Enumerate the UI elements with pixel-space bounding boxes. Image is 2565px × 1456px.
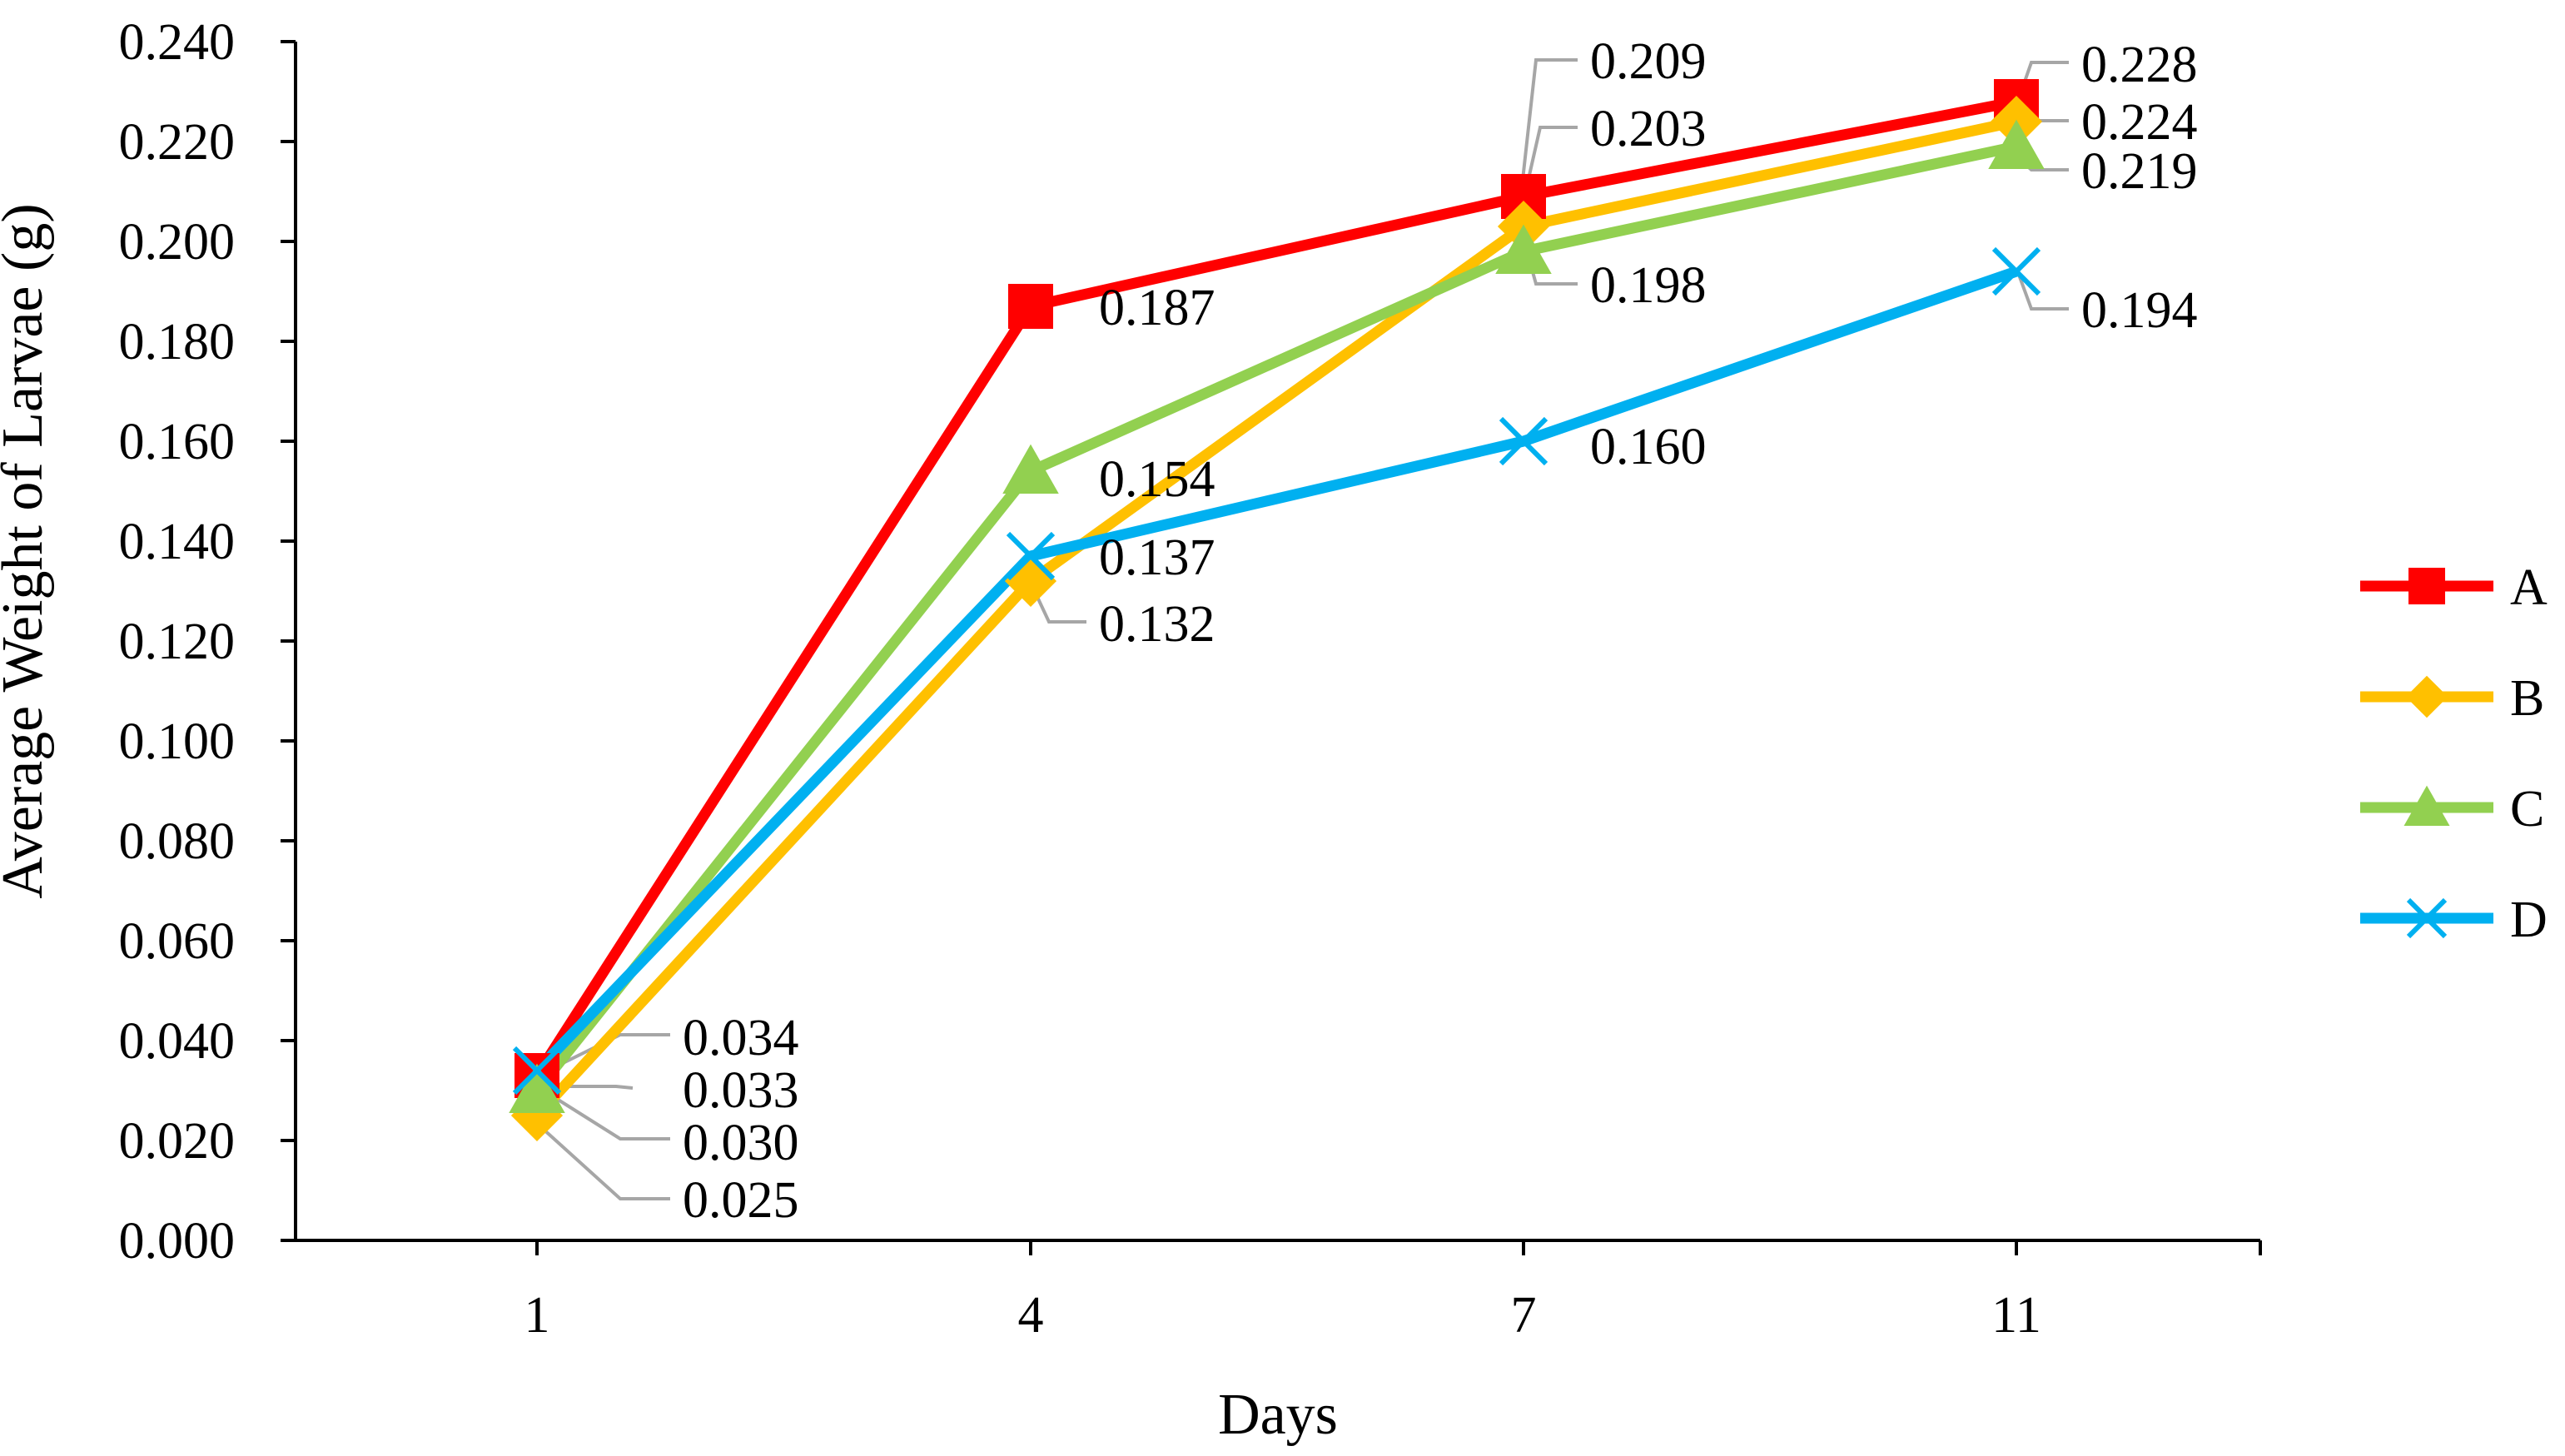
y-tick-label: 0.000 <box>119 1213 236 1270</box>
marker-stroke <box>2406 897 2448 939</box>
data-label-c-4: 0.154 <box>1099 451 1215 508</box>
legend-marker <box>2408 568 2445 604</box>
data-point-c-11 <box>1988 119 2045 169</box>
y-axis-title: Average Weight of Larvae (g) <box>0 203 55 898</box>
data-label-d-4: 0.137 <box>1099 529 1215 586</box>
data-point-c-1 <box>509 1063 565 1113</box>
y-tick-label: 0.080 <box>119 813 236 870</box>
legend-item-b: B <box>2360 670 2544 727</box>
legend-marker <box>2405 675 2448 718</box>
y-tick-label: 0.180 <box>119 314 236 370</box>
y-tick-label: 0.240 <box>119 14 236 71</box>
y-tick-label: 0.140 <box>119 514 236 570</box>
marker-stroke <box>1991 246 2041 296</box>
legend-label: B <box>2510 670 2544 727</box>
series-markers <box>509 79 2045 1142</box>
data-label-a-1: 0.033 <box>683 1062 799 1119</box>
series-line-c <box>532 141 2018 1095</box>
x-tick-label: 7 <box>1511 1287 1537 1344</box>
label-leader-line <box>1520 58 1578 188</box>
y-tick-label: 0.200 <box>119 214 236 271</box>
marker-stroke <box>512 1046 562 1096</box>
legend-item-c: C <box>2360 781 2544 837</box>
data-label-b-1: 0.025 <box>683 1172 799 1229</box>
y-tick-label: 0.060 <box>119 913 236 970</box>
data-point-c-4 <box>1002 444 1059 494</box>
data-point-b-1 <box>510 1089 564 1142</box>
legend-item-d: D <box>2360 892 2548 948</box>
data-label-a-4: 0.187 <box>1099 280 1215 336</box>
y-tick-label: 0.220 <box>119 114 236 171</box>
y-tick-label: 0.020 <box>119 1113 236 1170</box>
data-label-c-11: 0.219 <box>2081 143 2198 200</box>
legend-label: A <box>2510 559 2548 616</box>
label-leader-line <box>2017 274 2069 311</box>
legend-item-a: A <box>2360 559 2548 616</box>
marker-stroke <box>1006 531 1056 581</box>
data-point-d-7 <box>1499 416 1548 466</box>
series-line-d <box>533 266 2019 1075</box>
axes: 0.000 0.020 0.040 0.060 0.080 0.100 0.120 0.140… <box>119 14 2262 1344</box>
x-tick-label: 4 <box>1018 1287 1044 1344</box>
data-point-c-7 <box>1495 224 1552 274</box>
y-tick-label: 0.160 <box>119 414 236 470</box>
data-point-a-4 <box>1008 284 1053 329</box>
y-tick-label: 0.040 <box>119 1013 236 1070</box>
data-label-a-11: 0.228 <box>2081 37 2198 93</box>
legend-label: C <box>2510 781 2544 837</box>
x-tick-label: 11 <box>1991 1287 2041 1344</box>
legend-marker <box>2406 897 2448 939</box>
data-point-d-1 <box>512 1046 562 1096</box>
data-label-d-7: 0.160 <box>1590 419 1707 475</box>
data-label-b-7: 0.203 <box>1590 101 1707 157</box>
data-point-d-4 <box>1006 531 1056 581</box>
series-lines <box>532 96 2019 1120</box>
data-point-d-11 <box>1991 246 2041 296</box>
series-line-a <box>532 96 2018 1079</box>
legend-marker <box>2403 785 2450 826</box>
data-label-c-7: 0.198 <box>1590 257 1707 314</box>
data-label-a-7: 0.209 <box>1590 33 1707 90</box>
y-tick-label: 0.100 <box>119 713 236 770</box>
label-leader-line <box>531 1118 670 1200</box>
data-label-b-4: 0.132 <box>1099 596 1215 653</box>
data-label-d-11: 0.194 <box>2081 282 2198 339</box>
data-labels: 0.033 0.187 0.209 0.228 0.025 0.132 0.203 0.224… <box>683 33 2198 1229</box>
data-label-b-11: 0.224 <box>2081 94 2198 151</box>
legend-label: D <box>2510 892 2548 948</box>
x-axis-title: Days <box>1218 1383 1338 1447</box>
x-tick-label: 1 <box>524 1287 550 1344</box>
marker-stroke <box>1499 416 1548 466</box>
label-leader-line <box>535 1085 670 1140</box>
data-label-c-1: 0.030 <box>683 1115 799 1171</box>
y-tick-label: 0.120 <box>119 614 236 670</box>
data-label-d-1: 0.034 <box>683 1010 799 1066</box>
data-point-b-4 <box>1004 554 1057 608</box>
series-line-b <box>533 116 2018 1120</box>
